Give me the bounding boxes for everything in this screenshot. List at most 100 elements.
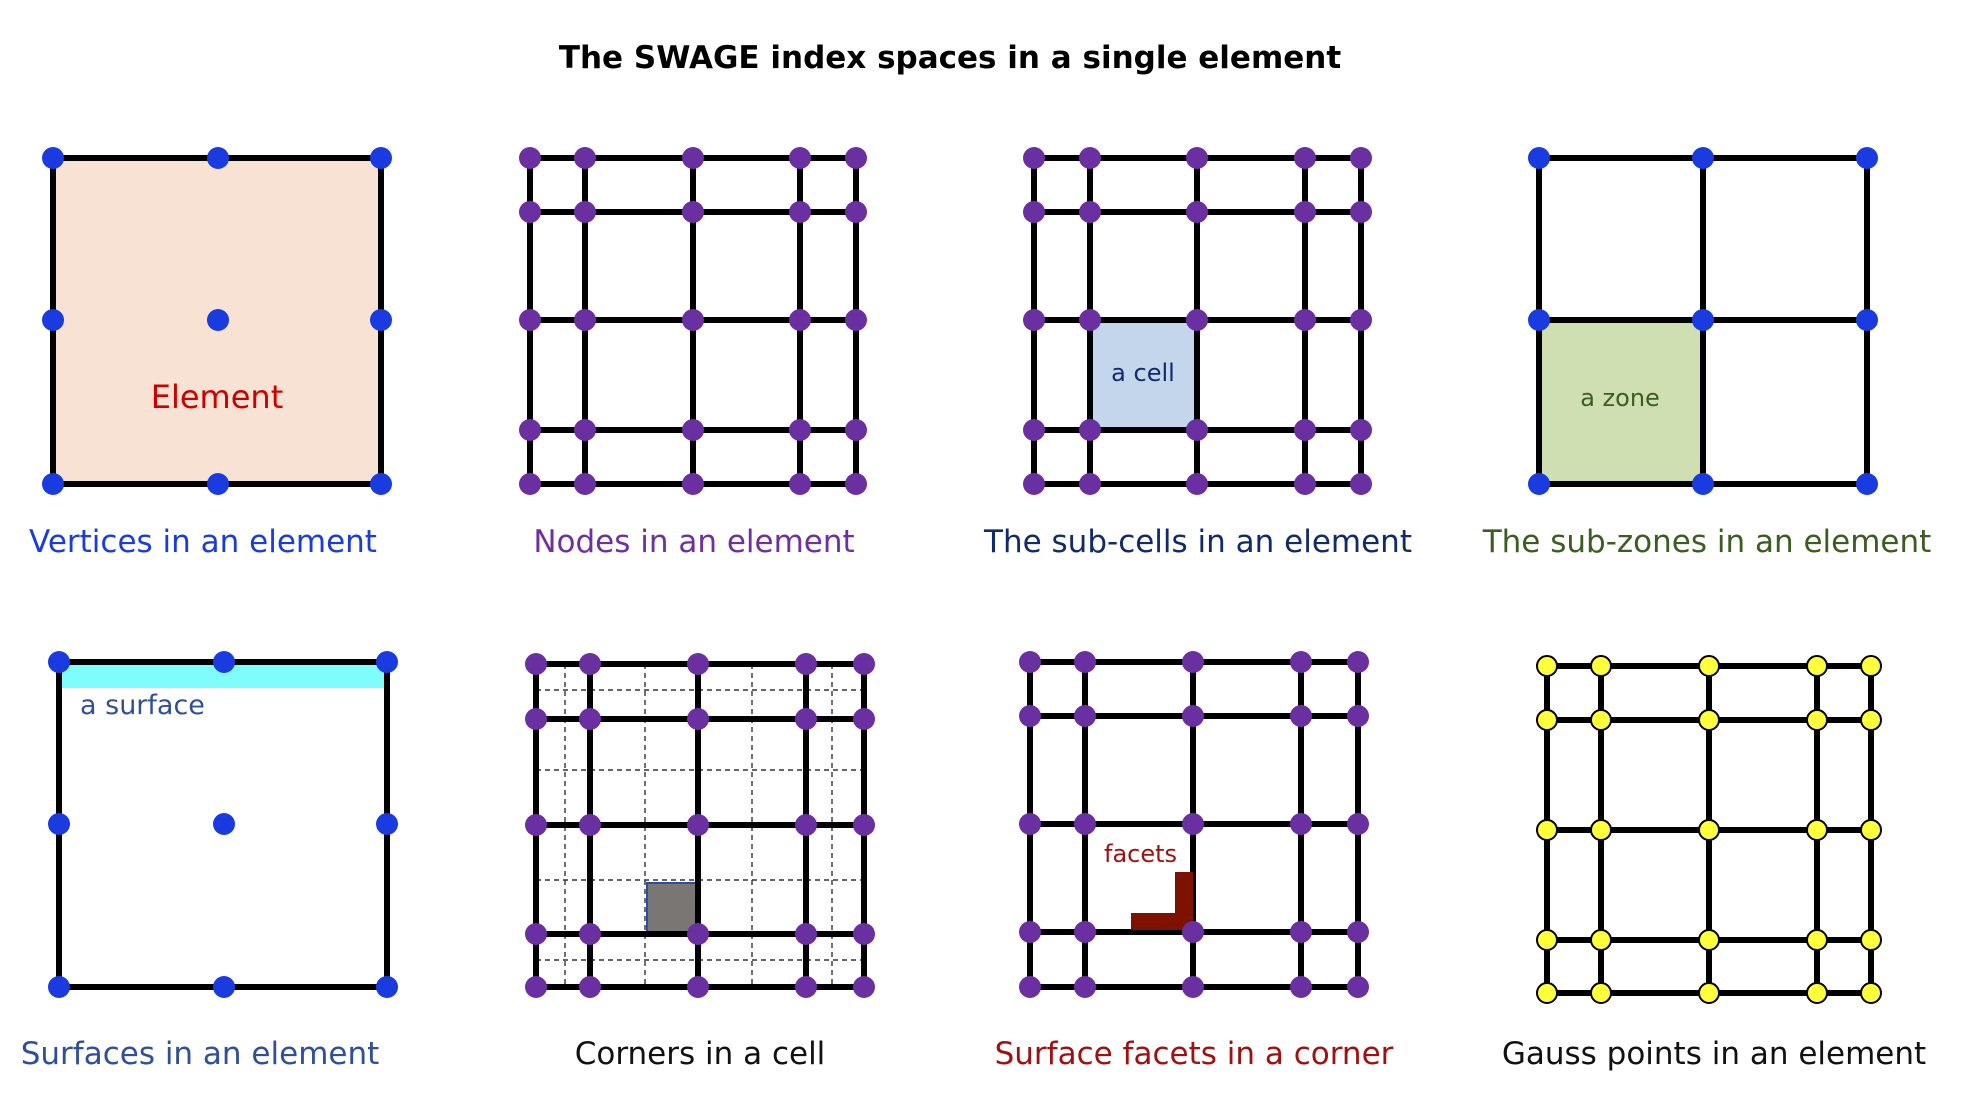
node-point (845, 419, 867, 441)
node-point (1019, 705, 1041, 727)
node-point (1294, 473, 1316, 495)
gauss-point (1806, 929, 1828, 951)
node-point (1074, 705, 1096, 727)
gauss-point (1590, 982, 1612, 1004)
panel-facets: facets Surface facets in a corner (995, 651, 1394, 1072)
nodes-caption: Nodes in an element (533, 524, 854, 560)
vertex-point (370, 473, 392, 495)
node-point (1079, 201, 1101, 223)
gauss-point (1536, 929, 1558, 951)
node-point (1023, 473, 1045, 495)
node-point (1294, 147, 1316, 169)
corner-node-points (525, 653, 875, 998)
vertex-point (370, 309, 392, 331)
node-point (687, 708, 709, 730)
node-point (1019, 651, 1041, 673)
node-point (579, 653, 601, 675)
element-label: Element (151, 378, 283, 416)
gauss-point (1698, 655, 1720, 677)
panel-subcells: a cell The sub-cells in an element (983, 147, 1412, 560)
node-point (789, 147, 811, 169)
gauss-point (1860, 929, 1882, 951)
node-point (1079, 419, 1101, 441)
node-point (1182, 813, 1204, 835)
node-point (1074, 813, 1096, 835)
node-point (789, 309, 811, 331)
node-point (1294, 309, 1316, 331)
gauss-point (1590, 655, 1612, 677)
gauss-point (1590, 709, 1612, 731)
node-point (525, 708, 547, 730)
vertex-point (1692, 147, 1714, 169)
node-point (519, 147, 541, 169)
vertex-point (213, 651, 235, 673)
surface-vertex-points (48, 651, 398, 998)
subcells-caption: The sub-cells in an element (983, 524, 1412, 560)
node-point (1290, 976, 1312, 998)
vertex-point (42, 309, 64, 331)
node-point (687, 814, 709, 836)
vertex-point (1528, 473, 1550, 495)
node-point (795, 814, 817, 836)
vertex-point (42, 473, 64, 495)
node-point (1350, 309, 1372, 331)
facets-caption: Surface facets in a corner (995, 1036, 1394, 1072)
node-point (519, 473, 541, 495)
node-point (579, 708, 601, 730)
node-point (795, 976, 817, 998)
node-point (574, 147, 596, 169)
node-point (1350, 201, 1372, 223)
gauss-caption: Gauss points in an element (1502, 1036, 1926, 1072)
node-point (1294, 419, 1316, 441)
node-point (525, 653, 547, 675)
node-point (1074, 921, 1096, 943)
surfaces-caption: Surfaces in an element (21, 1036, 380, 1072)
node-point (795, 708, 817, 730)
corners-caption: Corners in a cell (575, 1036, 826, 1072)
node-point (1186, 419, 1208, 441)
node-point (1074, 976, 1096, 998)
node-point (682, 309, 704, 331)
vertex-point (207, 309, 229, 331)
node-point (682, 201, 704, 223)
node-point (682, 419, 704, 441)
node-point (574, 201, 596, 223)
subzones-caption: The sub-zones in an element (1482, 524, 1932, 560)
gauss-point (1806, 655, 1828, 677)
gauss-point (1860, 709, 1882, 731)
node-point (1182, 921, 1204, 943)
node-point (1290, 651, 1312, 673)
node-point (1186, 147, 1208, 169)
node-point (1186, 309, 1208, 331)
cell-label: a cell (1111, 359, 1175, 387)
figure-title: The SWAGE index spaces in a single eleme… (559, 40, 1342, 76)
node-point (1290, 813, 1312, 835)
panel-surfaces: a surface Surfaces in an element (21, 651, 398, 1072)
gauss-point (1698, 709, 1720, 731)
panel-nodes: Nodes in an element (519, 147, 867, 560)
vertex-point (213, 813, 235, 835)
node-point (845, 309, 867, 331)
node-point (1186, 201, 1208, 223)
node-point (519, 201, 541, 223)
gauss-point (1536, 819, 1558, 841)
node-point (1023, 147, 1045, 169)
vertex-point (376, 813, 398, 835)
vertex-point (48, 813, 70, 835)
panel-corners: Corners in a cell (525, 653, 875, 1072)
node-point (1074, 651, 1096, 673)
node-point (1079, 309, 1101, 331)
node-point (525, 923, 547, 945)
node-point (579, 923, 601, 945)
node-point (519, 419, 541, 441)
gauss-point (1860, 982, 1882, 1004)
node-point (1019, 813, 1041, 835)
node-point (853, 976, 875, 998)
vertex-point (1528, 147, 1550, 169)
node-point (1019, 976, 1041, 998)
node-point (1182, 976, 1204, 998)
vertex-point (370, 147, 392, 169)
node-point (1347, 921, 1369, 943)
surface-label: a surface (80, 690, 205, 721)
